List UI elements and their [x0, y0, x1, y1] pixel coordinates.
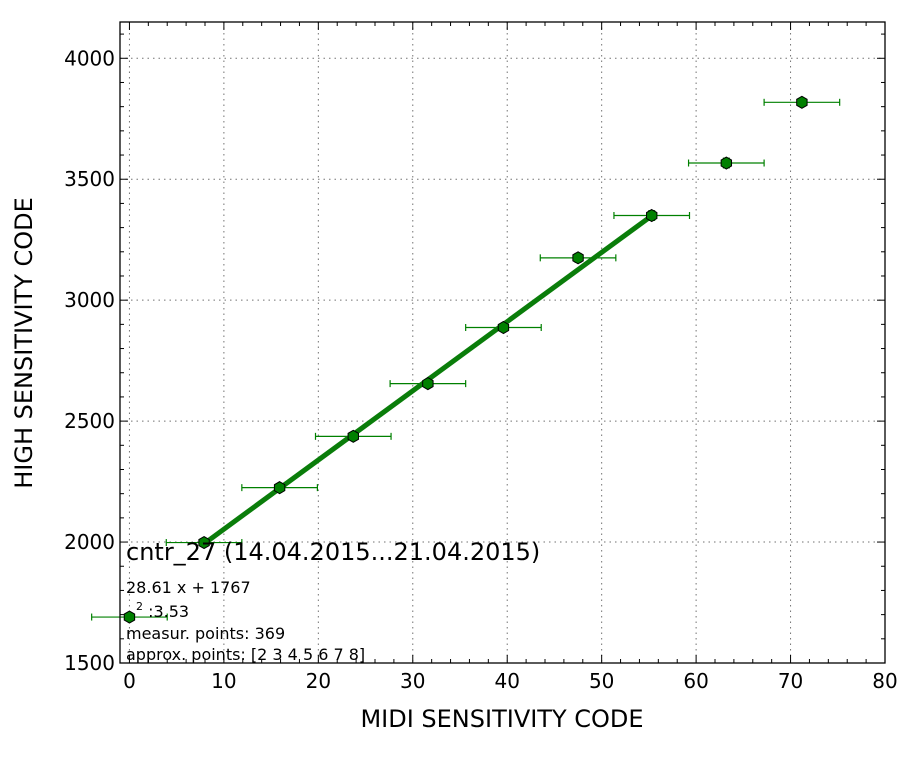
data-point	[572, 251, 584, 265]
annotation-measur-points: measur. points: 369	[126, 624, 285, 643]
annotation-approx-points: approx. points: [2 3 4 5 6 7 8]	[126, 645, 365, 664]
x-axis-label: MIDI SENSITIVITY CODE	[360, 705, 643, 733]
x-tick-label: 40	[494, 669, 519, 693]
x-tick-label: 10	[211, 669, 236, 693]
x-tick-label: 70	[778, 669, 803, 693]
x-tick-label: 80	[872, 669, 897, 693]
data-point	[347, 429, 359, 443]
annotation-chi2: 2 :3.53	[136, 600, 189, 621]
x-tick-label: 20	[306, 669, 331, 693]
data-point	[422, 377, 434, 391]
y-tick-label: 3500	[64, 167, 115, 191]
annotation-equation: 28.61 x + 1767	[126, 578, 251, 597]
axis-ticks: 0 10 20 30 40 50 60 70 80 1500 2000 2500 3000 3500 400…	[64, 22, 898, 693]
annotation-title: cntr_27 (14.04.2015...21.04.2015)	[126, 538, 540, 566]
y-tick-label: 3000	[64, 288, 115, 312]
y-axis-label: HIGH SENSITIVITY CODE	[10, 197, 38, 489]
data-point	[198, 535, 210, 550]
x-tick-label: 60	[683, 669, 708, 693]
data-point	[273, 481, 286, 495]
y-tick-label: 2000	[64, 530, 115, 554]
data-point	[796, 95, 808, 109]
x-tick-label: 0	[123, 669, 136, 693]
x-tick-label: 50	[589, 669, 614, 693]
x-tick-label: 30	[400, 669, 425, 693]
data-point	[720, 156, 733, 170]
y-tick-label: 4000	[64, 46, 115, 70]
grid	[120, 22, 885, 663]
data-point	[497, 320, 510, 335]
data-markers	[123, 95, 808, 624]
data-point	[123, 610, 136, 624]
plot-frame	[119, 21, 886, 664]
data-point	[646, 208, 658, 223]
y-tick-label: 2500	[64, 409, 115, 433]
y-tick-label: 1500	[64, 651, 115, 675]
